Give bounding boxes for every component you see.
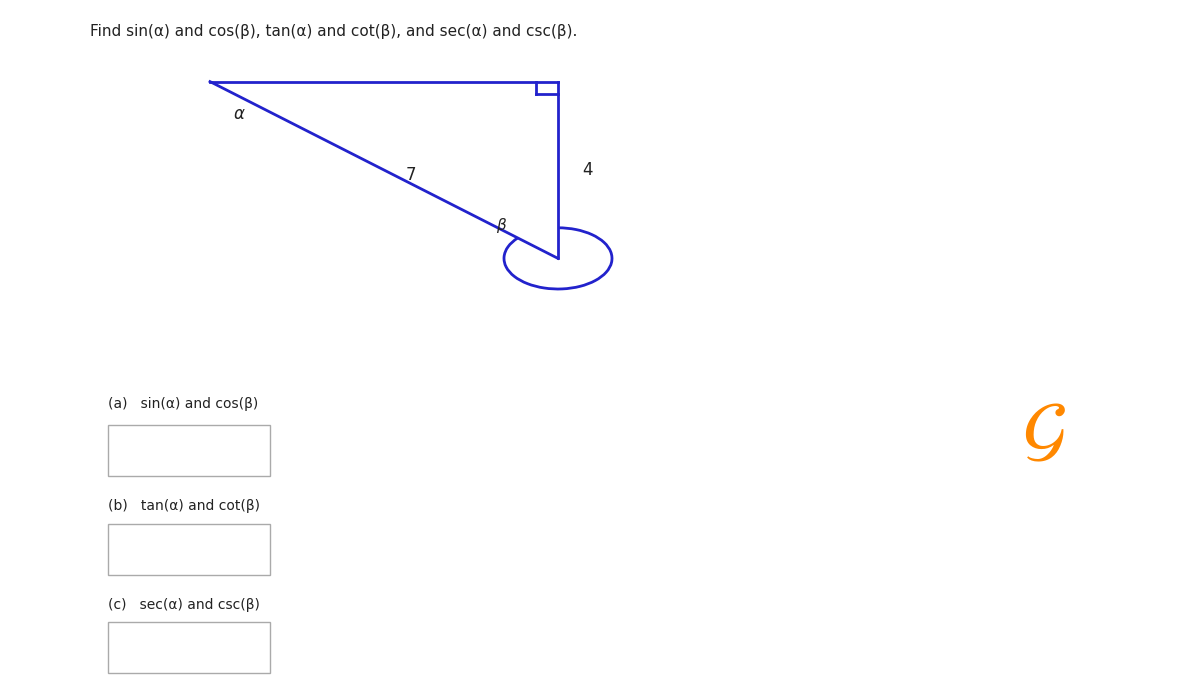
Bar: [108, 524, 270, 575]
Bar: [108, 425, 270, 476]
Text: 4: 4: [582, 161, 593, 179]
Text: Find sin(α) and cos(β), tan(α) and cot(β), and sec(α) and csc(β).: Find sin(α) and cos(β), tan(α) and cot(β…: [90, 24, 577, 39]
Text: 7: 7: [406, 167, 416, 184]
Text: α: α: [234, 105, 245, 123]
Text: (c)   sec(α) and csc(β): (c) sec(α) and csc(β): [108, 598, 260, 612]
Text: (b)   tan(α) and cot(β): (b) tan(α) and cot(β): [108, 499, 260, 513]
Bar: [108, 622, 270, 673]
Text: β: β: [496, 218, 505, 233]
Text: $\mathcal{G}$: $\mathcal{G}$: [1022, 403, 1066, 467]
Text: (a)   sin(α) and cos(β): (a) sin(α) and cos(β): [108, 397, 258, 411]
